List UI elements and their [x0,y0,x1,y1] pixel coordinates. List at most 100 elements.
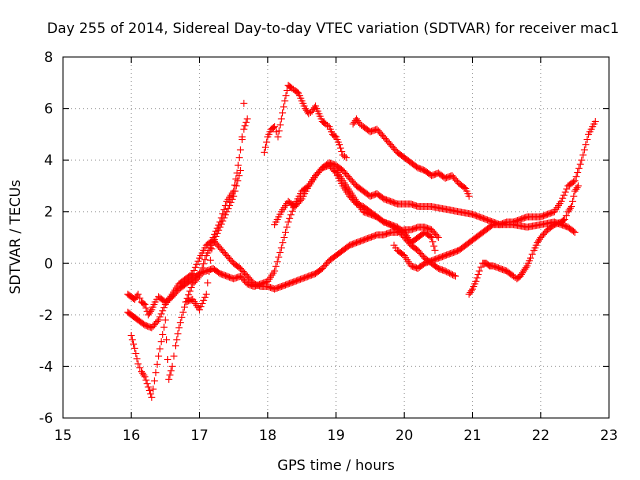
y-tick-label: 4 [44,153,53,169]
data-point [191,263,199,271]
data-point [213,224,221,232]
data-point [149,385,157,393]
y-tick-label: 0 [44,256,53,272]
y-tick-label: -2 [39,308,53,324]
data-series [124,81,599,401]
data-point [580,146,588,154]
data-point [243,115,251,123]
data-point [234,161,242,169]
data-point [170,352,178,360]
data-point [142,304,150,312]
data-point [341,152,349,160]
data-point [240,125,248,133]
data-point [219,210,227,218]
data-point [323,121,331,129]
y-tick-label: 8 [44,50,53,66]
data-point [167,367,175,375]
data-point [201,256,209,264]
data-point [230,187,238,195]
y-tick-label: 2 [44,205,53,221]
data-point [569,197,577,205]
data-point [275,253,283,261]
data-point [450,271,458,279]
data-point [272,262,280,270]
data-point [178,313,186,321]
data-point [156,313,164,321]
data-point [575,164,583,172]
data-point [560,191,568,199]
data-point [582,141,590,149]
data-point [200,296,208,304]
data-point [591,117,599,125]
data-point [211,230,219,238]
data-point [190,267,198,275]
data-point [136,294,144,302]
data-point [194,257,202,265]
data-point [134,360,142,368]
data-point [196,272,203,280]
data-point [204,279,212,287]
data-point [157,310,165,318]
data-point [274,133,282,141]
data-point [163,336,171,344]
x-tick-label: 17 [191,428,209,444]
data-point [261,143,269,151]
data-point [134,290,142,298]
data-point [242,118,250,126]
data-point [150,377,158,385]
series-6 [271,159,579,236]
data-point [235,154,243,162]
data-point [148,393,156,401]
data-point [338,148,346,156]
data-point [570,192,578,200]
data-point [175,324,183,332]
data-point [133,355,141,363]
data-point [233,169,241,177]
data-point [159,330,167,338]
data-point [176,319,184,327]
data-point [132,350,140,358]
data-point [194,274,202,282]
data-point [288,207,296,215]
data-point [172,342,180,350]
data-point [431,246,439,254]
data-point [428,234,436,241]
data-point [231,181,239,189]
data-point [144,383,152,391]
data-point [189,270,197,278]
data-point [426,232,434,240]
data-point [205,268,213,276]
series-1 [124,223,442,332]
data-point [273,258,281,266]
data-point [561,188,569,196]
data-point [441,267,449,275]
data-point [583,136,591,144]
data-point [281,228,289,236]
x-tick-label: 15 [54,428,72,444]
data-point [168,362,176,370]
series-4 [260,81,350,162]
data-point [212,227,220,235]
data-point [142,376,150,384]
data-point [557,197,565,205]
data-point [574,169,582,177]
data-point [570,227,578,235]
x-tick-label: 23 [600,428,618,444]
data-point [284,218,292,226]
data-point [166,371,174,379]
x-tick-label: 20 [395,428,413,444]
data-point [128,336,136,344]
data-point [460,183,468,191]
data-point [215,221,223,229]
data-point [173,336,181,344]
series-2 [127,99,248,401]
data-point [570,178,578,186]
data-point [208,245,216,253]
data-point [174,330,182,338]
data-point [430,242,438,250]
y-tick-label: 6 [44,102,53,118]
data-point [433,232,441,240]
grid-lines [63,57,609,418]
data-point [141,301,149,309]
data-point [155,316,163,324]
